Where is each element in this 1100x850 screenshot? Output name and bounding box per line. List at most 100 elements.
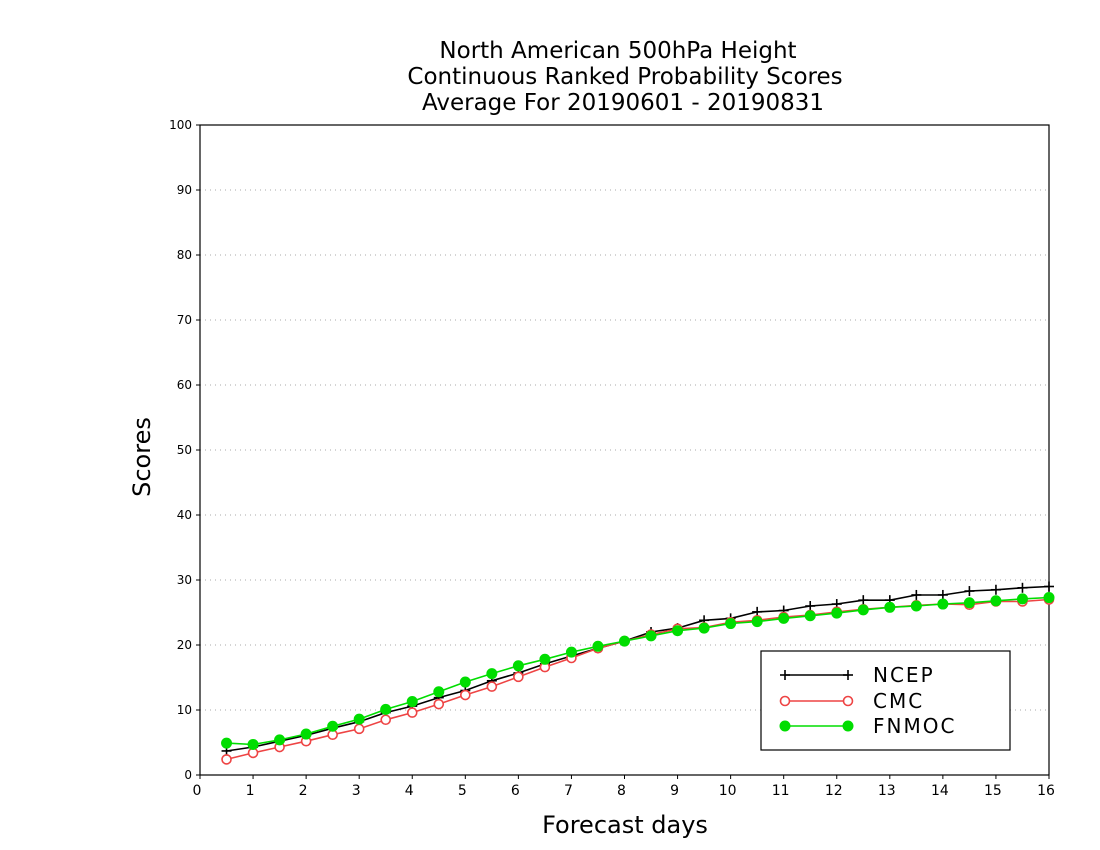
title-line-3: Average For 20190601 - 20190831 xyxy=(422,90,824,116)
data-point xyxy=(380,714,392,726)
data-point xyxy=(565,646,577,658)
data-point xyxy=(964,586,975,597)
data-point xyxy=(911,589,922,600)
data-point xyxy=(539,653,551,665)
y-tick-label: 10 xyxy=(177,703,192,717)
data-point xyxy=(486,681,498,692)
title-line-2: Continuous Ranked Probability Scores xyxy=(407,64,842,90)
data-point xyxy=(433,698,445,710)
y-tick-label: 70 xyxy=(177,313,192,327)
y-axis: 0 10 20 30 40 50 60 70 80 90 100 xyxy=(169,118,200,782)
data-point xyxy=(778,612,790,624)
legend-label: CMC xyxy=(873,689,924,713)
title-line-1: North American 500hPa Height xyxy=(439,38,796,64)
y-tick-label: 20 xyxy=(177,638,192,652)
data-point xyxy=(512,660,524,672)
x-tick-label: 7 xyxy=(564,783,573,799)
x-tick-label: 9 xyxy=(670,783,679,799)
y-tick-label: 90 xyxy=(177,183,192,197)
data-point xyxy=(353,713,365,725)
y-tick-label: 80 xyxy=(177,248,192,262)
legend-label: NCEP xyxy=(873,663,935,687)
data-point xyxy=(780,670,790,680)
data-point xyxy=(247,738,259,750)
data-point xyxy=(698,622,710,634)
data-point xyxy=(486,668,498,680)
y-tick-label: 40 xyxy=(177,508,192,522)
data-point xyxy=(460,689,471,701)
x-tick-label: 6 xyxy=(511,783,520,799)
data-point xyxy=(857,604,869,616)
data-point xyxy=(779,695,791,707)
data-point xyxy=(858,595,869,606)
data-point xyxy=(221,737,233,749)
data-point xyxy=(459,676,471,688)
x-tick-label: 12 xyxy=(825,783,843,799)
data-point xyxy=(645,630,657,642)
data-point xyxy=(884,601,896,613)
data-point xyxy=(1017,582,1028,593)
x-tick-label: 8 xyxy=(617,783,626,799)
series-layer xyxy=(221,581,1055,765)
data-point xyxy=(433,686,445,698)
legend-item-cmc: CMC xyxy=(779,689,924,713)
y-tick-label: 30 xyxy=(177,573,192,587)
data-point xyxy=(805,601,816,611)
data-point xyxy=(274,734,286,746)
x-tick-label: 4 xyxy=(405,783,414,799)
data-point xyxy=(1016,593,1028,605)
data-point xyxy=(300,728,312,740)
data-point xyxy=(1044,581,1054,592)
data-point xyxy=(842,720,854,732)
legend-label: FNMOC xyxy=(873,714,956,738)
series-fnmoc xyxy=(221,592,1055,750)
y-tick-label: 50 xyxy=(177,443,192,457)
y-tick-label: 0 xyxy=(184,768,192,782)
data-point xyxy=(779,720,791,732)
data-point xyxy=(990,595,1002,607)
data-point xyxy=(990,584,1001,595)
data-point xyxy=(831,607,843,619)
x-tick-label: 3 xyxy=(352,783,361,799)
legend-item-fnmoc: FNMOC xyxy=(779,714,956,738)
data-point xyxy=(842,695,854,707)
data-point xyxy=(937,589,948,600)
x-tick-label: 16 xyxy=(1037,783,1055,799)
data-point xyxy=(751,616,763,628)
y-tick-label: 100 xyxy=(169,118,192,132)
data-point xyxy=(406,707,418,718)
data-point xyxy=(1043,592,1055,604)
x-tick-label: 10 xyxy=(719,783,737,799)
data-point xyxy=(963,597,975,609)
x-tick-label: 0 xyxy=(193,783,202,799)
data-point xyxy=(513,671,524,683)
x-tick-label: 11 xyxy=(772,783,790,799)
x-tick-label: 13 xyxy=(878,783,896,799)
x-tick-label: 15 xyxy=(984,783,1002,799)
y-axis-label: Scores xyxy=(128,417,156,497)
data-point xyxy=(406,696,418,708)
legend-item-ncep: NCEP xyxy=(780,663,935,687)
chart-title: North American 500hPa Height Continuous … xyxy=(407,38,842,116)
grid-lines xyxy=(200,189,1049,711)
y-tick-label: 60 xyxy=(177,378,192,392)
data-point xyxy=(843,670,853,680)
data-point xyxy=(910,600,922,612)
x-tick-label: 1 xyxy=(246,783,255,799)
x-tick-label: 14 xyxy=(931,783,949,799)
data-point xyxy=(804,610,816,622)
x-axis-label: Forecast days xyxy=(542,811,708,839)
data-point xyxy=(353,723,365,735)
data-point xyxy=(937,598,949,610)
data-point xyxy=(380,703,392,715)
data-point xyxy=(725,618,737,630)
data-point xyxy=(672,625,684,637)
data-point xyxy=(592,640,604,652)
x-tick-label: 5 xyxy=(458,783,467,799)
data-point xyxy=(619,635,630,647)
x-tick-label: 2 xyxy=(299,783,308,799)
data-point xyxy=(221,754,232,765)
x-axis: 0 1 2 3 4 5 6 7 8 9 10 11 12 13 14 15 16 xyxy=(193,775,1055,799)
